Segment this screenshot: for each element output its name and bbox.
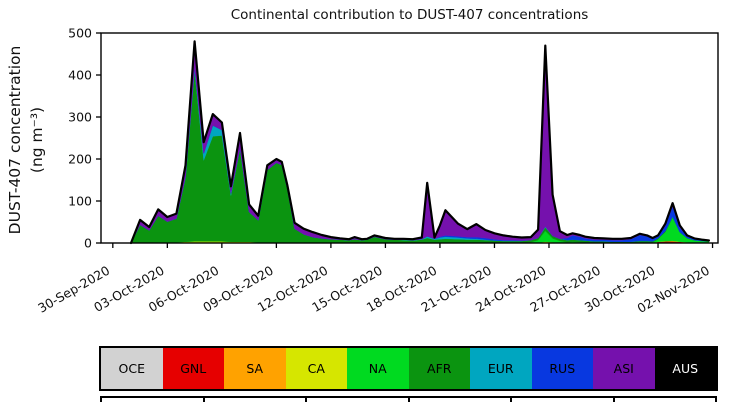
y-tick-label: 100 xyxy=(68,193,92,208)
legend-item-na: NA xyxy=(347,348,409,389)
legend-item-aus: AUS xyxy=(654,348,716,389)
legend-axis-tick xyxy=(202,398,205,402)
legend-axis-tick xyxy=(510,398,512,402)
legend-item-ca: CA xyxy=(285,348,347,389)
legend-item-gnl: GNL xyxy=(162,348,224,389)
y-tick-label: 400 xyxy=(68,67,92,82)
axes-frame xyxy=(100,32,719,244)
legend-item-eur: EUR xyxy=(470,348,532,389)
legend-item-afr: AFR xyxy=(408,348,470,389)
area-afr xyxy=(130,70,709,244)
y-tick-label: 200 xyxy=(68,151,92,166)
y-axis-label: DUST-407 concentration (ng m⁻³) xyxy=(4,10,54,270)
legend-axis-tick xyxy=(612,398,615,402)
chart-title: Continental contribution to DUST-407 con… xyxy=(230,7,589,23)
legend-axis-line xyxy=(100,396,717,398)
y-tick-label: 500 xyxy=(68,25,92,40)
legend-item-oce: OCE xyxy=(101,348,163,389)
y-axis-label-line1: DUST-407 concentration xyxy=(6,45,24,235)
total-outline xyxy=(129,40,710,245)
legend: OCE GNL SA CA NA AFR EUR RUS ASI AUS xyxy=(99,346,718,391)
y-tick-label: 0 xyxy=(84,235,92,250)
legend-item-asi: ASI xyxy=(593,348,655,389)
y-axis-label-line2: (ng m⁻³) xyxy=(28,106,47,174)
legend-item-rus: RUS xyxy=(531,348,593,389)
legend-axis-tick xyxy=(715,398,717,402)
y-tick-label: 300 xyxy=(68,109,92,124)
legend-item-sa: SA xyxy=(224,348,286,389)
legend-axis-tick xyxy=(305,398,307,402)
legend-axis-tick xyxy=(407,398,410,402)
legend-axis-tick xyxy=(100,398,102,402)
